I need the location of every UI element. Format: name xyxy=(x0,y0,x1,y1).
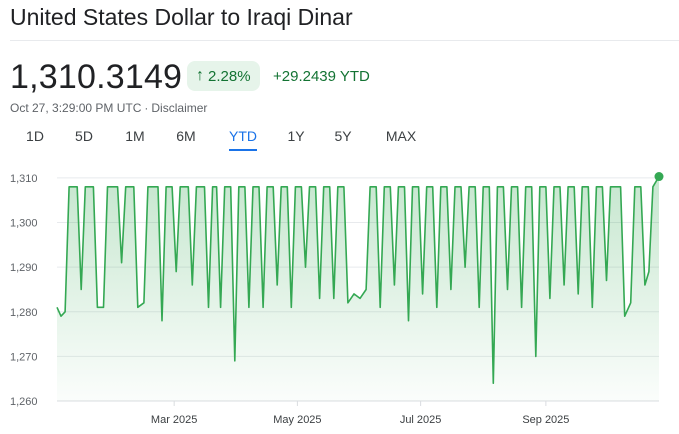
current-price: 1,310.3149 xyxy=(10,58,183,96)
x-tick-label: Jul 2025 xyxy=(400,414,442,426)
arrow-up-icon: ↑ xyxy=(196,67,204,84)
series-area xyxy=(57,176,659,401)
tab-5d[interactable]: 5D xyxy=(75,128,93,144)
percent-change-value: 2.28% xyxy=(208,67,251,85)
y-tick-label: 1,270 xyxy=(10,351,38,363)
tab-1m[interactable]: 1M xyxy=(125,128,145,144)
x-tick-label: Sep 2025 xyxy=(522,414,569,426)
separator: · xyxy=(144,101,149,115)
y-tick-label: 1,260 xyxy=(10,396,38,408)
y-tick-label: 1,300 xyxy=(10,218,38,230)
page-title: United States Dollar to Iraqi Dinar xyxy=(10,4,353,30)
tab-ytd[interactable]: YTD xyxy=(229,128,257,151)
tab-6m[interactable]: 6M xyxy=(176,128,196,144)
disclaimer-link[interactable]: Disclaimer xyxy=(151,101,208,115)
percent-change-badge: ↑ 2.28% xyxy=(187,61,260,91)
tab-max[interactable]: MAX xyxy=(385,128,417,144)
tab-1y[interactable]: 1Y xyxy=(287,128,305,144)
ytd-change: +29.2439 YTD xyxy=(273,68,370,85)
x-tick-label: Mar 2025 xyxy=(151,414,197,426)
header-divider xyxy=(10,40,679,41)
series-line xyxy=(56,176,660,384)
y-tick-label: 1,310 xyxy=(10,173,38,185)
y-tick-label: 1,290 xyxy=(10,262,38,274)
tab-1d[interactable]: 1D xyxy=(26,128,44,144)
y-tick-label: 1,280 xyxy=(10,307,38,319)
last-point-marker xyxy=(654,172,664,182)
tab-5y[interactable]: 5Y xyxy=(334,128,352,144)
timestamp: Oct 27, 3:29:00 PM UTC xyxy=(10,101,142,115)
x-tick-label: May 2025 xyxy=(273,414,321,426)
timestamp-row: Oct 27, 3:29:00 PM UTC · Disclaimer xyxy=(10,101,207,115)
